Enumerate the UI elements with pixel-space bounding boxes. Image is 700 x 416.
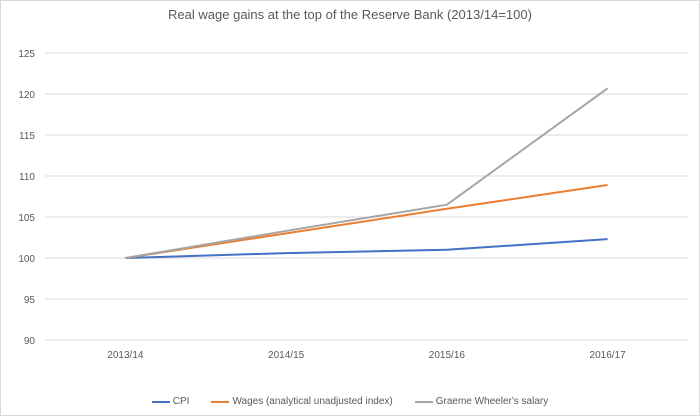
series-line-1 — [125, 184, 608, 259]
x-tick-label: 2015/16 — [429, 350, 466, 361]
y-tick-label: 95 — [24, 295, 36, 306]
legend-item-wages: Wages (analytical unadjusted index) — [211, 396, 393, 407]
x-tick-label: 2016/17 — [590, 350, 627, 361]
series-line-2 — [125, 87, 609, 259]
legend-item-salary: Graeme Wheeler's salary — [414, 396, 549, 407]
series-line-0 — [125, 238, 608, 259]
x-tick-label: 2013/14 — [107, 350, 144, 361]
legend-label-wages: Wages (analytical unadjusted index) — [232, 396, 393, 407]
y-tick-label: 115 — [19, 131, 35, 142]
x-tick-label: 2014/15 — [268, 350, 305, 361]
legend-swatch-wages — [211, 400, 230, 403]
legend: CPI Wages (analytical unadjusted index) … — [0, 396, 700, 407]
legend-swatch-cpi — [151, 400, 170, 403]
y-tick-label: 125 — [18, 49, 35, 60]
y-tick-label: 120 — [18, 90, 35, 101]
legend-label-cpi: CPI — [172, 396, 190, 407]
y-tick-label: 110 — [19, 172, 35, 183]
y-tick-label: 90 — [24, 336, 36, 347]
chart-title: Real wage gains at the top of the Reserv… — [168, 7, 532, 22]
legend-label-salary: Graeme Wheeler's salary — [435, 396, 549, 407]
y-tick-label: 105 — [18, 213, 35, 224]
y-tick-label: 100 — [18, 254, 35, 265]
legend-item-cpi: CPI — [151, 396, 190, 407]
legend-swatch-salary — [414, 400, 433, 403]
